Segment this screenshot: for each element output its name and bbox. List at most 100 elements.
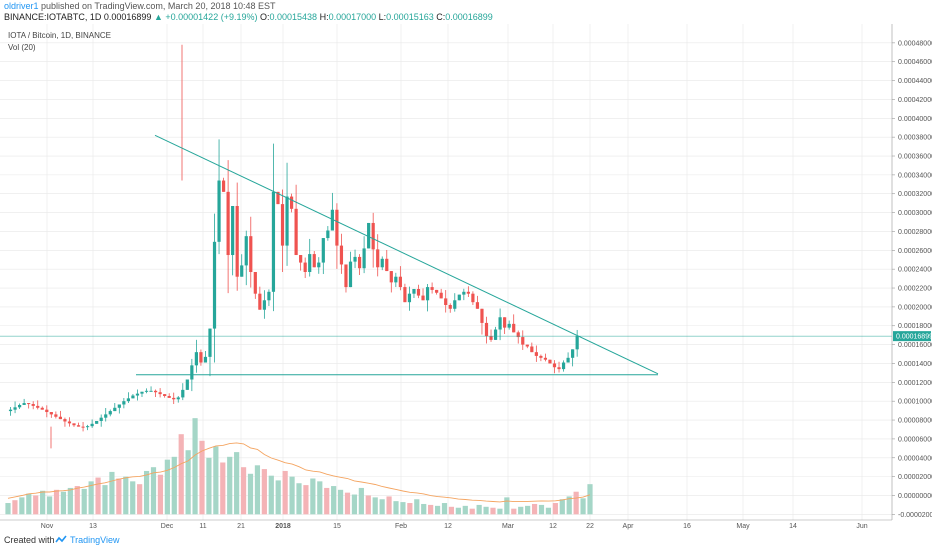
change-arrow-icon: ▲ (153, 12, 163, 22)
price-tick-label: 0.00026000 (898, 248, 932, 255)
volume-bar (469, 508, 475, 515)
author-link[interactable]: oldriver1 (4, 1, 39, 11)
tradingview-logo-icon[interactable] (55, 535, 67, 545)
volume-bar (33, 495, 39, 515)
open-value: 0.00015438 (269, 12, 318, 22)
candle (512, 314, 516, 333)
candle (308, 238, 312, 277)
volume-bar (525, 505, 531, 515)
volume-bar (303, 485, 309, 515)
candle (571, 349, 575, 367)
price-tick-label: 0.00000000 (898, 493, 932, 500)
volume-bar (545, 507, 552, 515)
volume-bar (552, 503, 558, 515)
volume-bar (490, 507, 496, 515)
candle (199, 349, 203, 366)
candle (181, 383, 185, 401)
candle (421, 288, 425, 301)
volume-bar (393, 501, 399, 515)
candle (317, 257, 321, 274)
volume-bar (171, 456, 177, 515)
candle (36, 400, 40, 410)
publish-info: oldriver1 published on TradingView.com, … (4, 1, 276, 12)
volume-bar (282, 470, 288, 515)
volume-bar (317, 481, 323, 515)
candle (534, 345, 538, 362)
volume-bar (476, 504, 482, 515)
candle (208, 328, 212, 377)
candle (253, 272, 257, 299)
candle (85, 424, 90, 431)
time-tick-label: 12 (444, 523, 452, 530)
candle (543, 353, 548, 362)
candle (457, 294, 461, 301)
price-axis[interactable]: 0.00048000 0.00046000 0.00044000 0.00042000… (891, 24, 932, 520)
candle (221, 177, 226, 192)
high-label: H: (319, 12, 329, 22)
time-tick-label: May (736, 523, 750, 530)
candle (126, 392, 130, 404)
candle (466, 286, 470, 298)
candle (484, 316, 489, 344)
descending-trendline[interactable] (154, 134, 659, 375)
candle (299, 255, 303, 271)
price-chart[interactable]: 0.00048000 0.00046000 0.00044000 0.00042000… (0, 24, 932, 530)
candle (507, 320, 511, 330)
candle (312, 251, 316, 268)
candle (185, 379, 189, 390)
candle (117, 404, 121, 414)
trendline-drawings[interactable] (0, 134, 892, 376)
volume-bar (497, 508, 503, 515)
candle (140, 391, 144, 397)
candle (90, 419, 94, 428)
candle (81, 421, 85, 432)
volume-bar (53, 489, 60, 515)
candle (503, 317, 507, 335)
close-label: C: (436, 12, 446, 22)
candle (294, 184, 298, 256)
volume-bar (213, 446, 219, 515)
candle (271, 143, 276, 312)
candle (17, 403, 22, 410)
ohlc-readout: BINANCE:IOTABTC, 1D 0.00016899 ▲ +0.0000… (4, 12, 493, 23)
current-price-text: 0.00016899 (896, 334, 932, 341)
volume-bar (289, 476, 295, 515)
candle (203, 351, 208, 363)
volume-bar (358, 487, 364, 515)
volume-bar (428, 504, 434, 515)
volume-bar (19, 497, 25, 515)
price-tick-label: 0.00034000 (898, 172, 932, 179)
time-tick-label: 21 (237, 523, 245, 530)
price-tick-label: 0.00048000 (898, 40, 932, 47)
candle (99, 414, 103, 427)
candle (135, 389, 140, 401)
candle (76, 422, 81, 427)
time-axis[interactable]: Nov 13 Dec 11 21 2018 15 Feb 12 Mar 12 22 Apr 16 May 14… (0, 519, 892, 530)
candle (122, 397, 126, 409)
created-with-text: Created with (4, 535, 55, 545)
volume-bar (199, 440, 205, 515)
volume-bar (337, 489, 344, 515)
candle (362, 236, 366, 274)
volume-bar (462, 505, 468, 515)
time-tick-label: 11 (199, 523, 206, 530)
time-tick-label: 2018 (275, 523, 291, 530)
candle (289, 193, 294, 213)
chart-grid (0, 24, 892, 520)
volume-bar (483, 506, 489, 515)
candle (385, 249, 389, 272)
publish-text: published on TradingView.com, March 20, … (38, 1, 276, 11)
candle (267, 289, 271, 306)
candle (249, 216, 253, 288)
volume-bar (234, 452, 240, 515)
candle (367, 222, 371, 249)
candle (348, 251, 353, 288)
volume-bar (324, 487, 330, 515)
volume-bar (414, 499, 420, 515)
tradingview-brand-link[interactable]: TradingView (70, 535, 120, 545)
volume-bar (504, 497, 510, 515)
candle (22, 398, 26, 405)
price-tick-label: 0.00012000 (898, 380, 932, 387)
candle (131, 394, 135, 399)
volume-bar (178, 434, 184, 515)
